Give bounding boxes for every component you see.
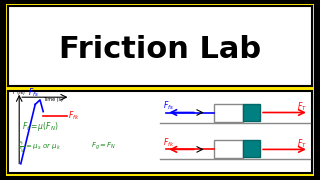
Text: $F_T$: $F_T$ [297, 137, 307, 150]
Text: $F_{fs}$: $F_{fs}$ [163, 100, 173, 112]
Text: $F_{fk}$: $F_{fk}$ [68, 109, 79, 122]
Bar [214, 103, 243, 122]
Bar [243, 140, 260, 157]
Bar [214, 140, 243, 158]
Text: $F_{fs}$: $F_{fs}$ [28, 87, 39, 99]
Text: $F_T$: $F_T$ [297, 100, 307, 113]
Bar [8, 6, 312, 86]
Text: $\frac{F_F}{F_N} = \mu_s$ or $\mu_k$: $\frac{F_F}{F_N} = \mu_s$ or $\mu_k$ [18, 139, 61, 155]
Text: $F_f = \mu\left(F_N\right)$: $F_f = \mu\left(F_N\right)$ [22, 120, 59, 133]
Bar [243, 104, 260, 121]
Text: $F_{fk}$: $F_{fk}$ [163, 137, 174, 149]
Text: Time (s): Time (s) [43, 97, 63, 102]
Text: $F_g = F_N$: $F_g = F_N$ [91, 141, 117, 152]
Text: F (N): F (N) [13, 90, 25, 95]
Bar [8, 91, 312, 173]
Text: Friction Lab: Friction Lab [59, 35, 261, 64]
